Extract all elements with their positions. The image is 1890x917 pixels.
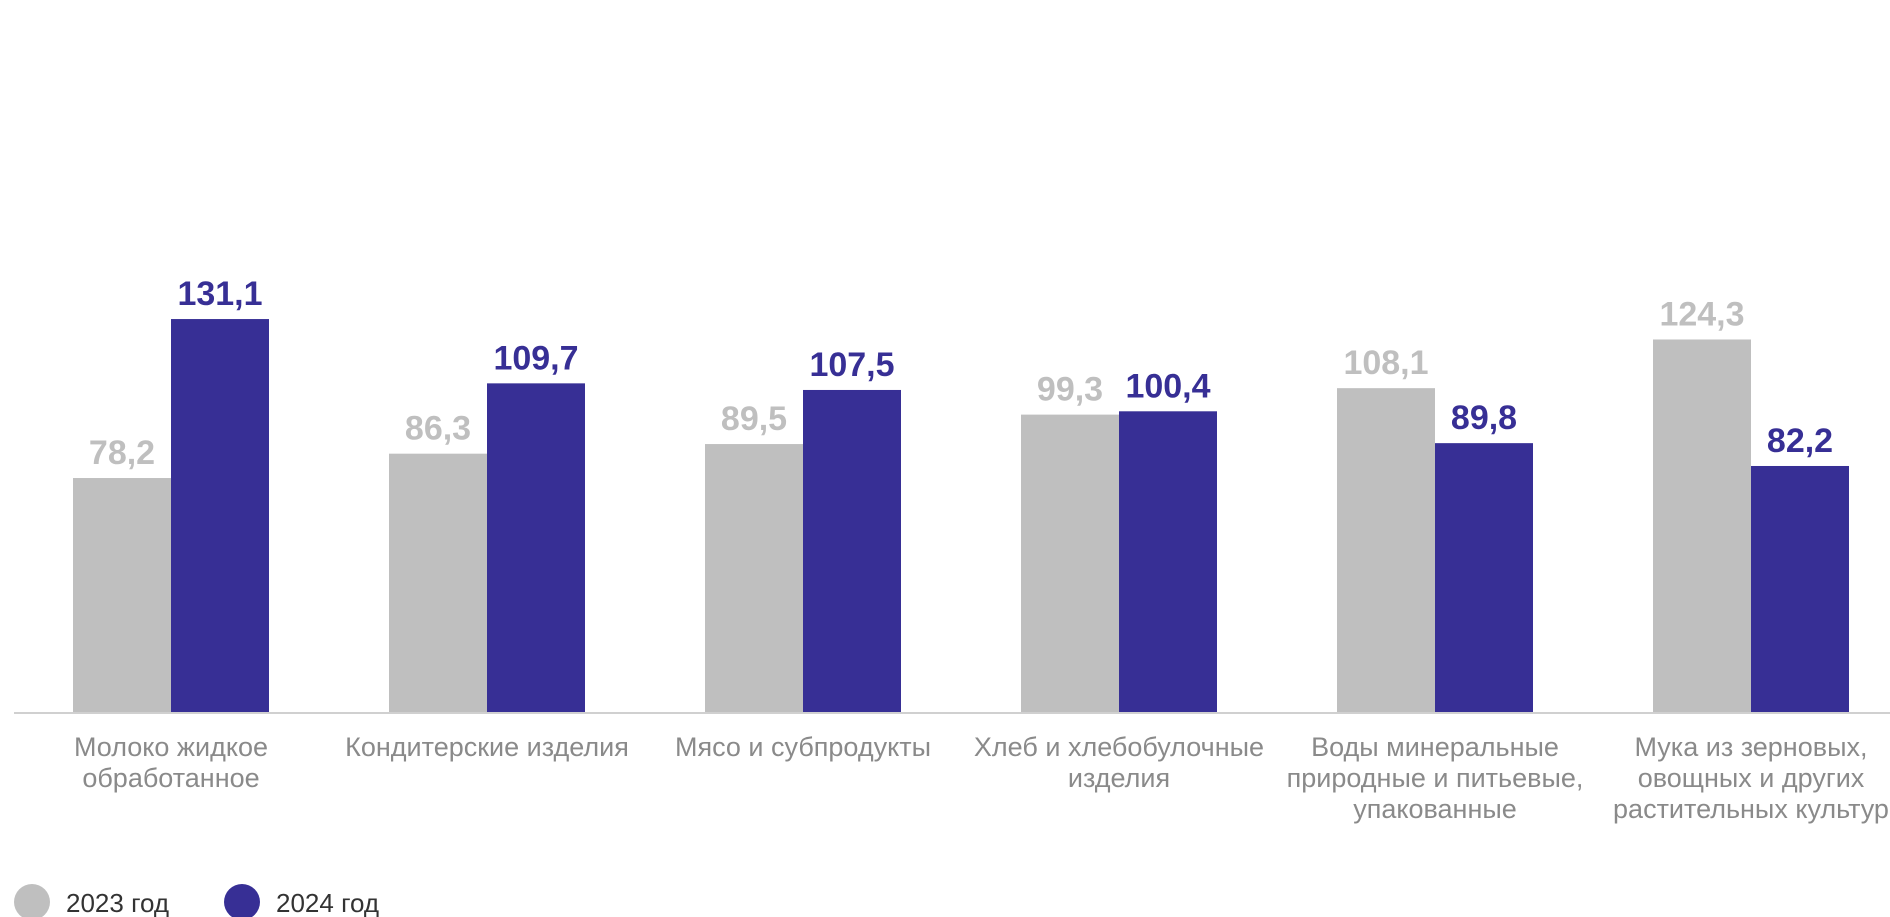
value-label-2023-cat-4: 108,1 — [1343, 344, 1428, 382]
value-label-2024-cat-3: 100,4 — [1125, 367, 1210, 405]
legend: 2023 год 2024 год — [14, 884, 379, 917]
value-label-2023-cat-0: 78,2 — [89, 434, 155, 472]
category-label-line: природные и питьевые, — [1287, 763, 1584, 793]
category-label-line: Воды минеральные — [1311, 732, 1559, 762]
category-label-line: упакованные — [1353, 794, 1517, 824]
legend-marker-2024 — [224, 884, 260, 917]
legend-label-2023: 2023 год — [66, 888, 169, 917]
bar-2023-cat-4 — [1337, 388, 1435, 713]
value-label-2023-cat-3: 99,3 — [1037, 371, 1103, 409]
category-label-line: растительных культур — [1613, 794, 1889, 824]
bar-2024-cat-3 — [1119, 411, 1217, 713]
value-label-2024-cat-5: 82,2 — [1767, 422, 1833, 460]
category-label-line: Мука из зерновых, — [1635, 732, 1868, 762]
bar-2024-cat-4 — [1435, 443, 1533, 713]
bars-layer — [73, 319, 1849, 713]
legend-label-2024: 2024 год — [276, 888, 379, 917]
category-label-1: Кондитерские изделия — [345, 732, 629, 762]
bar-2024-cat-5 — [1751, 465, 1849, 713]
category-label-0: Молоко жидкое обработанное — [74, 732, 268, 793]
category-label-line: Хлеб и хлебобулочные — [974, 732, 1264, 762]
bar-2023-cat-2 — [705, 444, 803, 713]
bar-2024-cat-0 — [171, 319, 269, 713]
category-label-line: Молоко жидкое — [74, 732, 268, 762]
value-label-2023-cat-2: 89,5 — [721, 400, 787, 438]
category-label-line: овощных и других — [1638, 763, 1865, 793]
category-label-line: изделия — [1068, 763, 1170, 793]
bar-2024-cat-1 — [487, 383, 585, 713]
bar-2023-cat-5 — [1653, 339, 1751, 713]
bar-2023-cat-0 — [73, 478, 171, 713]
value-label-2023-cat-5: 124,3 — [1659, 295, 1744, 333]
category-label-line: обработанное — [82, 763, 259, 793]
category-label-line: Мясо и субпродукты — [675, 732, 931, 762]
bar-2024-cat-2 — [803, 389, 901, 713]
category-labels-layer: Молоко жидкое обработанное Кондитерские из… — [74, 732, 1889, 824]
bar-2023-cat-3 — [1021, 414, 1119, 713]
category-label-4: Воды минеральные природные и питьевые, упа… — [1287, 732, 1584, 824]
value-label-2024-cat-2: 107,5 — [809, 346, 894, 384]
bar-2023-cat-1 — [389, 453, 487, 713]
category-label-2: Мясо и субпродукты — [675, 732, 931, 762]
value-label-2024-cat-4: 89,8 — [1451, 399, 1517, 437]
category-label-3: Хлеб и хлебобулочные изделия — [974, 732, 1264, 793]
value-label-2024-cat-0: 131,1 — [177, 275, 262, 313]
value-label-2023-cat-1: 86,3 — [405, 410, 471, 448]
category-label-5: Мука из зерновых, овощных и других растите… — [1613, 732, 1889, 824]
value-labels-layer: 78,2 131,1 86,3 109,7 89,5 107,5 99,3 100,4 108,… — [89, 275, 1833, 472]
category-label-line: Кондитерские изделия — [345, 732, 629, 762]
value-label-2024-cat-1: 109,7 — [493, 339, 578, 377]
legend-marker-2023 — [14, 884, 50, 917]
